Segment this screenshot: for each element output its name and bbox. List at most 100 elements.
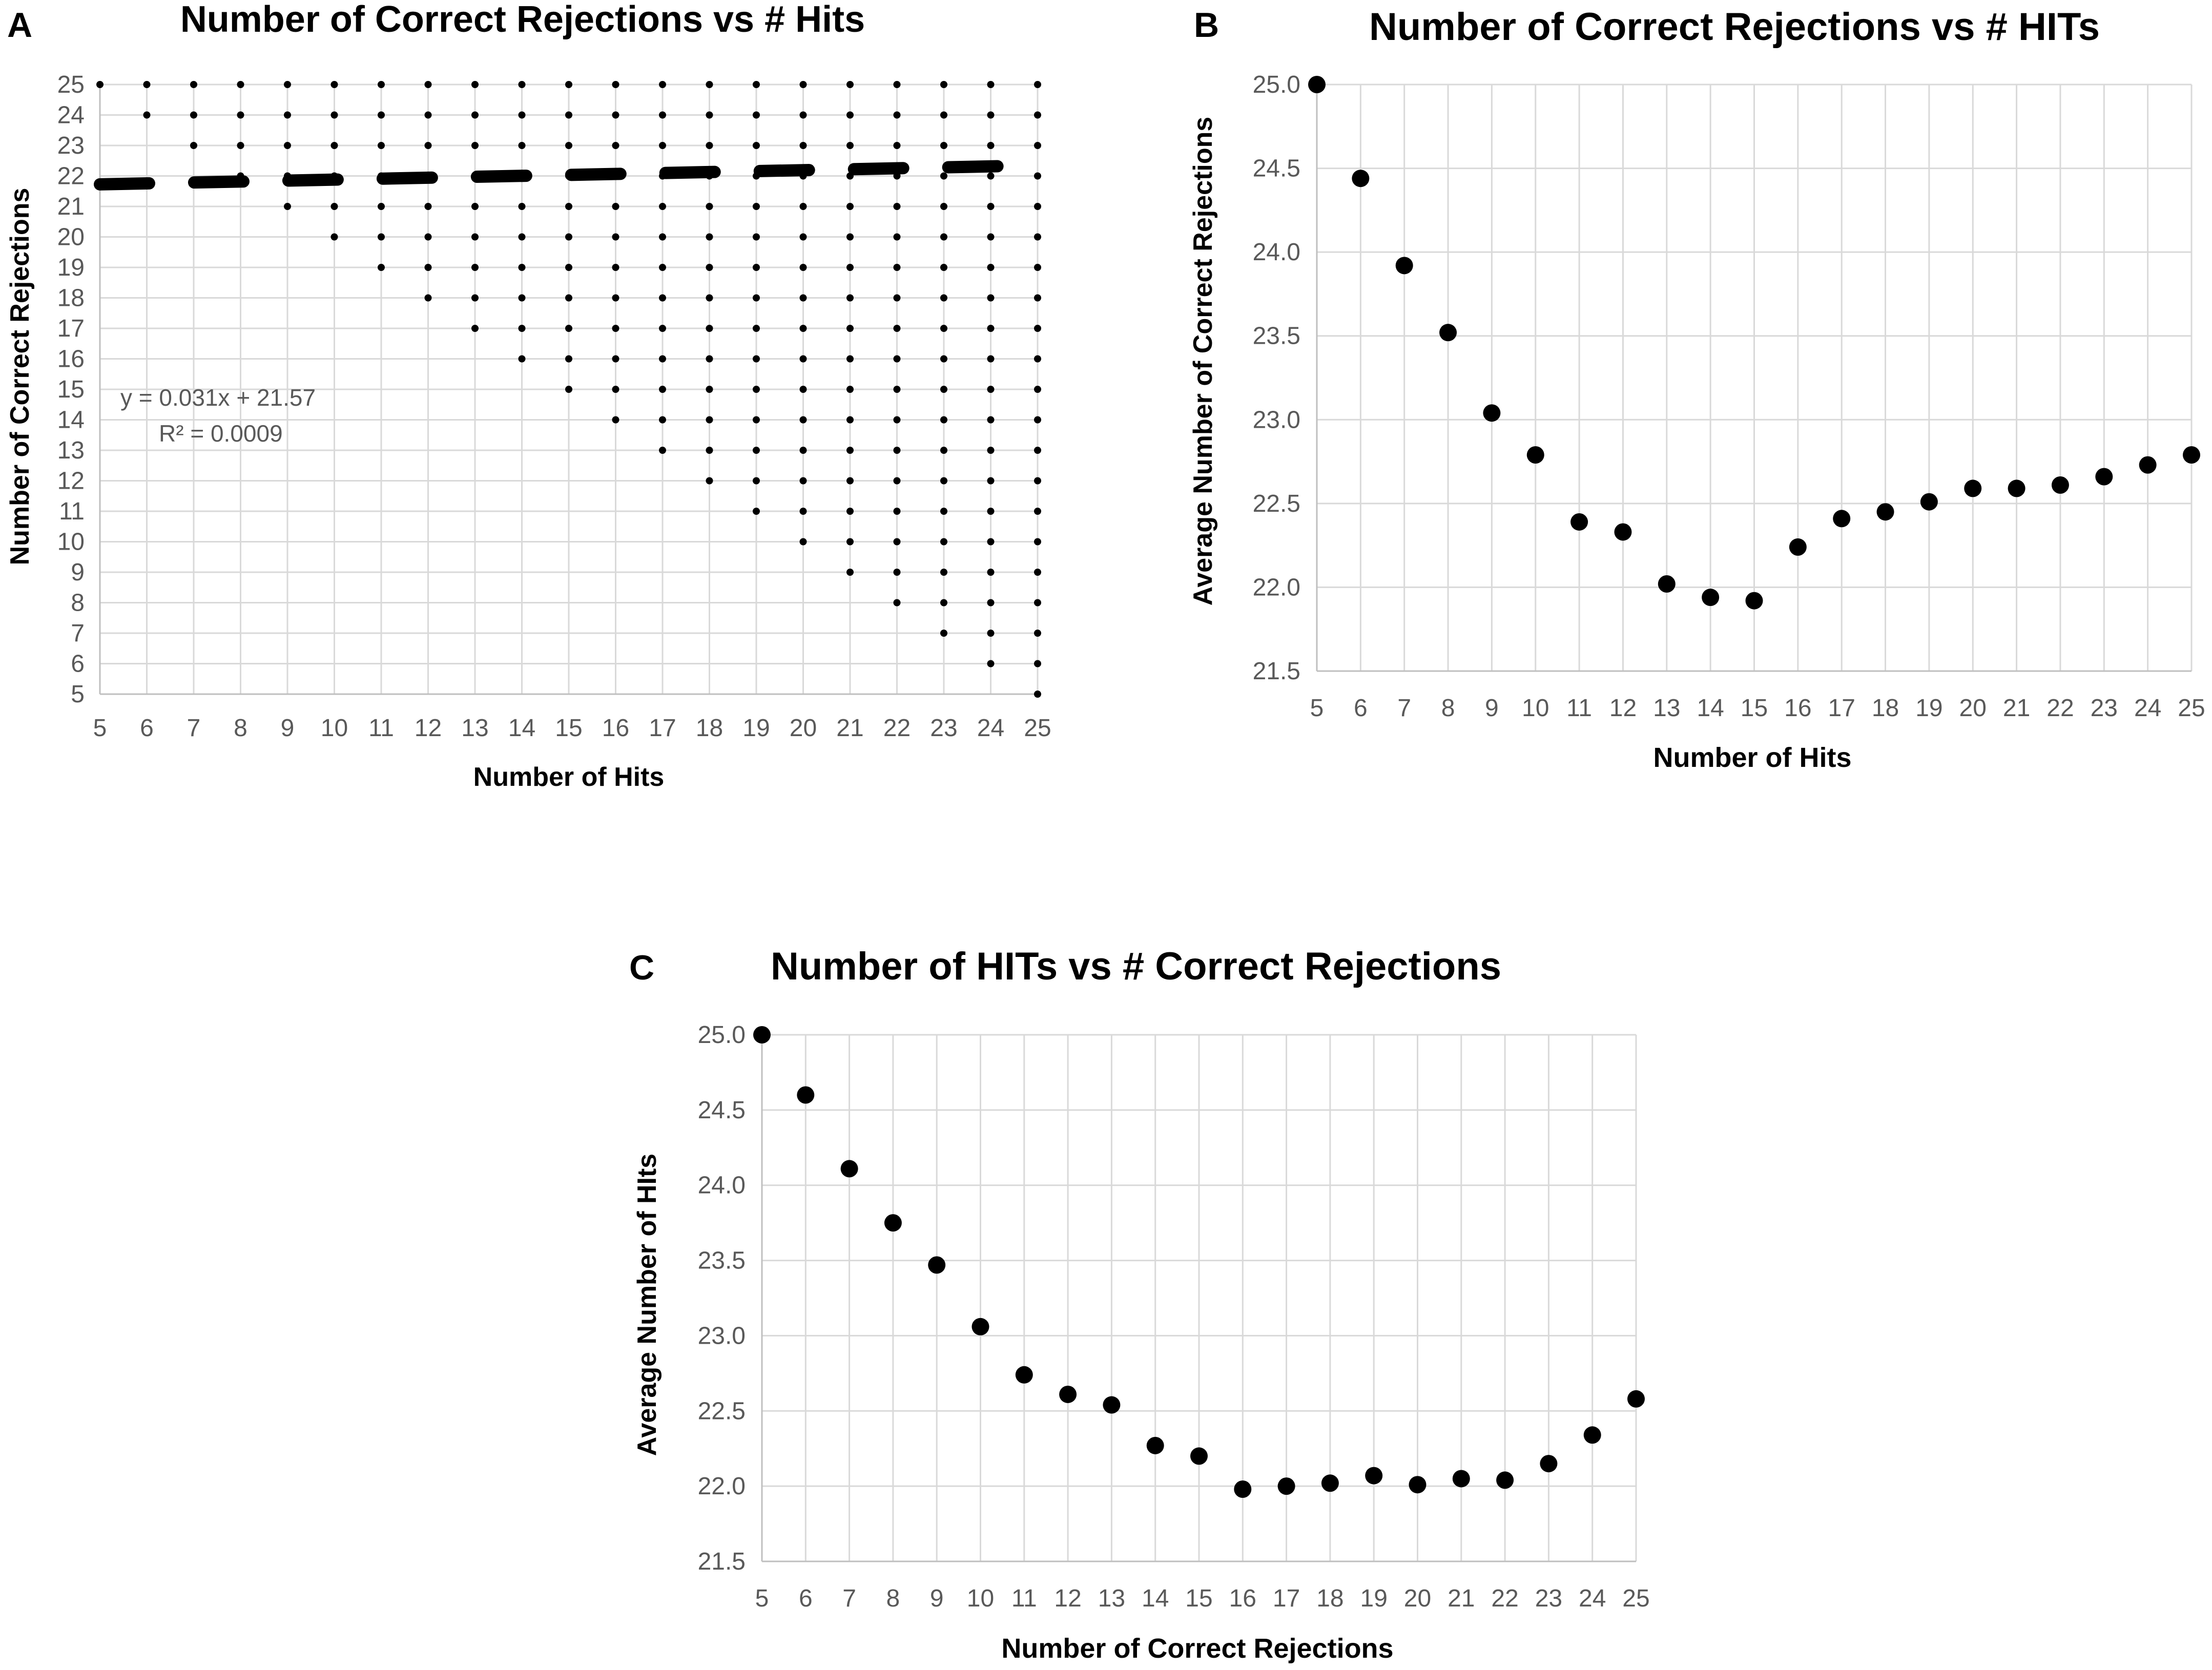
x-tick-label: 8 bbox=[234, 715, 247, 742]
panel-b: B Number of Correct Rejections vs # HITs… bbox=[1188, 5, 2205, 773]
data-point bbox=[893, 294, 901, 302]
data-point bbox=[1034, 691, 1041, 698]
data-point bbox=[940, 416, 947, 424]
data-point bbox=[987, 508, 995, 515]
data-point bbox=[96, 81, 104, 88]
data-point bbox=[565, 142, 572, 149]
x-tick-label: 12 bbox=[1609, 695, 1637, 722]
data-point bbox=[1034, 111, 1041, 119]
data-point bbox=[471, 203, 479, 210]
data-point bbox=[753, 508, 760, 515]
data-point bbox=[893, 447, 901, 454]
y-tick-label: 18 bbox=[57, 285, 85, 312]
data-point bbox=[1034, 233, 1041, 241]
data-point bbox=[330, 203, 338, 210]
data-point bbox=[1034, 386, 1041, 393]
data-point bbox=[987, 81, 995, 88]
panel-a-letter: A bbox=[7, 6, 32, 45]
data-point bbox=[2139, 456, 2157, 474]
y-tick-label: 21.5 bbox=[698, 1548, 746, 1575]
y-tick-label: 22.5 bbox=[1253, 490, 1300, 517]
data-point bbox=[1876, 503, 1894, 521]
data-point bbox=[940, 599, 947, 607]
x-tick-label: 7 bbox=[1397, 695, 1411, 722]
data-point bbox=[471, 81, 479, 88]
y-tick-label: 11 bbox=[59, 498, 85, 525]
data-point bbox=[987, 355, 995, 363]
data-point bbox=[330, 111, 338, 119]
x-tick-label: 7 bbox=[842, 1585, 856, 1612]
data-point bbox=[753, 416, 760, 424]
data-point bbox=[987, 447, 995, 454]
y-tick-label: 22 bbox=[57, 163, 85, 190]
y-tick-label: 7 bbox=[71, 620, 85, 647]
data-point bbox=[424, 81, 432, 88]
x-tick-label: 15 bbox=[1741, 695, 1768, 722]
panel-c-y-tick-labels: 21.5 22.0 22.5 23.0 23.5 24.0 24.5 25.0 bbox=[698, 1021, 746, 1575]
x-tick-label: 8 bbox=[1441, 695, 1455, 722]
x-tick-label: 23 bbox=[2091, 695, 2118, 722]
data-point bbox=[1409, 1476, 1427, 1494]
data-point bbox=[753, 447, 760, 454]
data-point bbox=[378, 203, 385, 210]
data-point bbox=[753, 264, 760, 271]
data-point bbox=[1452, 1470, 1470, 1488]
data-point bbox=[284, 142, 291, 149]
data-point bbox=[706, 203, 713, 210]
y-tick-label: 8 bbox=[71, 590, 85, 617]
panel-a-r-squared: R² = 0.0009 bbox=[159, 420, 283, 447]
data-point bbox=[1789, 538, 1807, 556]
data-point bbox=[940, 142, 947, 149]
data-point bbox=[518, 325, 526, 332]
data-point bbox=[799, 233, 807, 241]
x-tick-label: 11 bbox=[368, 715, 394, 742]
data-point bbox=[1352, 170, 1370, 187]
data-point bbox=[893, 81, 901, 88]
x-tick-label: 22 bbox=[883, 715, 911, 742]
data-point bbox=[1833, 510, 1851, 528]
panel-a-y-label: Number of Correct Rejections bbox=[5, 188, 35, 566]
x-tick-label: 9 bbox=[930, 1585, 944, 1612]
x-tick-label: 10 bbox=[967, 1585, 994, 1612]
panel-c-y-label: Average Number of HIts bbox=[632, 1154, 662, 1456]
y-tick-label: 23 bbox=[57, 132, 85, 159]
data-point bbox=[1015, 1366, 1033, 1384]
y-tick-label: 22.0 bbox=[1253, 574, 1300, 601]
panel-c-points bbox=[753, 1026, 1645, 1498]
data-point bbox=[659, 233, 666, 241]
data-point bbox=[753, 81, 760, 88]
data-point bbox=[659, 81, 666, 88]
panel-a-x-label: Number of Hits bbox=[473, 762, 665, 792]
x-tick-label: 23 bbox=[1535, 1585, 1562, 1612]
data-point bbox=[893, 355, 901, 363]
x-tick-label: 12 bbox=[415, 715, 442, 742]
data-point bbox=[846, 538, 854, 546]
data-point bbox=[612, 264, 619, 271]
data-point bbox=[706, 264, 713, 271]
y-tick-label: 22.0 bbox=[698, 1473, 746, 1500]
data-point bbox=[706, 477, 713, 485]
data-point bbox=[893, 203, 901, 210]
data-point bbox=[987, 660, 995, 667]
data-point bbox=[659, 294, 666, 302]
data-point bbox=[940, 386, 947, 393]
panel-a-equation: y = 0.031x + 21.57 bbox=[120, 384, 316, 411]
data-point bbox=[378, 81, 385, 88]
data-point bbox=[1034, 294, 1041, 302]
data-point bbox=[846, 386, 854, 393]
data-point bbox=[330, 233, 338, 241]
y-tick-label: 19 bbox=[57, 254, 85, 281]
data-point bbox=[1964, 479, 1982, 497]
data-point bbox=[659, 355, 666, 363]
data-point bbox=[1190, 1447, 1208, 1465]
data-point bbox=[987, 386, 995, 393]
data-point bbox=[799, 447, 807, 454]
x-tick-label: 20 bbox=[1959, 695, 1987, 722]
y-tick-label: 6 bbox=[71, 651, 85, 678]
x-tick-label: 21 bbox=[2003, 695, 2030, 722]
data-point bbox=[659, 447, 666, 454]
data-point bbox=[1146, 1436, 1164, 1454]
x-tick-label: 19 bbox=[1915, 695, 1942, 722]
data-point bbox=[2051, 476, 2069, 494]
x-tick-label: 13 bbox=[1098, 1585, 1125, 1612]
